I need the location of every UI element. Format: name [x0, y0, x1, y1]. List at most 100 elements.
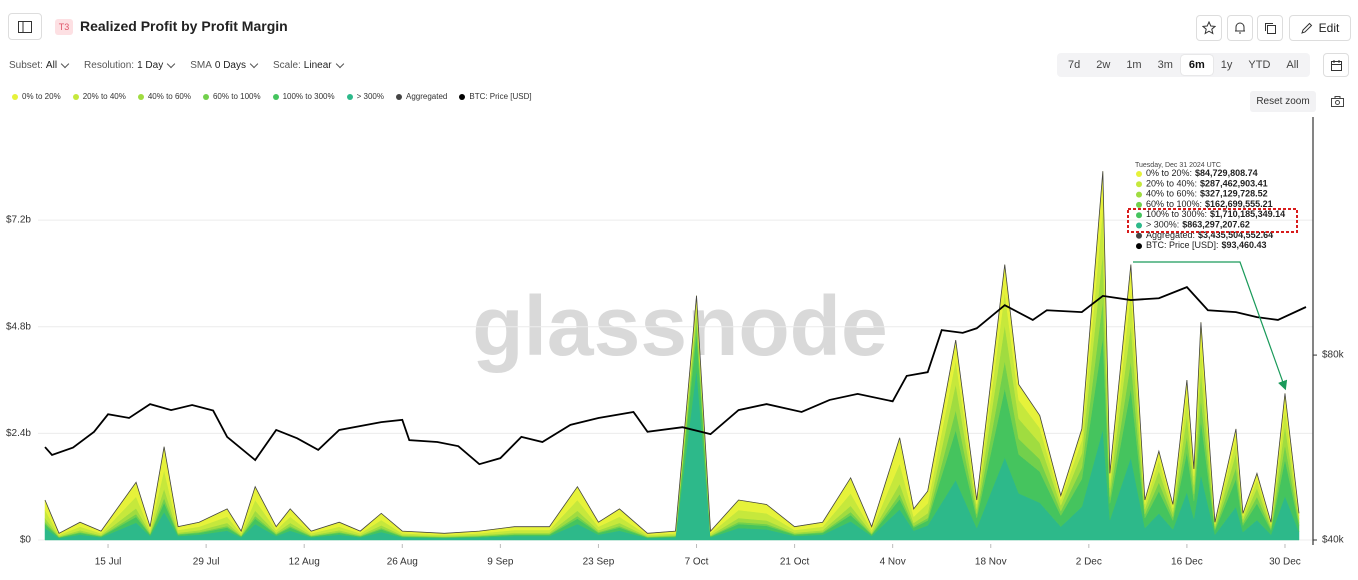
legend: 0% to 20% 20% to 40% 40% to 60% 60% to 100%… — [12, 92, 532, 101]
legend-item[interactable]: 40% to 60% — [137, 92, 191, 101]
tooltip-value: $1,710,185,349.14 — [1210, 210, 1285, 220]
x-tick-label: 16 Dec — [1171, 557, 1203, 568]
dropdown[interactable]: Scale: Linear — [273, 59, 345, 71]
legend-dot — [272, 93, 279, 100]
chevron-icon — [166, 59, 176, 69]
tooltip-name: 0% to 20%: — [1146, 168, 1192, 178]
tooltip-row: 60% to 100%: $162,699,555.21 — [1146, 199, 1273, 209]
tooltip-row: Aggregated: $3,435,504,552.64 — [1146, 230, 1273, 240]
price-line — [44, 286, 1307, 466]
legend-label: BTC: Price [USD] — [469, 92, 532, 101]
tooltip-row: 100% to 300%: $1,710,185,349.14 — [1146, 210, 1285, 220]
chevron-icon — [335, 59, 344, 69]
copy-icon — [1265, 23, 1276, 34]
legend-item[interactable]: 60% to 100% — [202, 92, 261, 101]
y-tick-label: $4.8b — [6, 321, 31, 332]
range-button[interactable]: 7d — [1068, 59, 1081, 71]
x-tick-label: 18 Nov — [975, 557, 1007, 568]
tooltip-name: 40% to 60%: — [1146, 189, 1197, 199]
tooltip-dot — [1136, 232, 1142, 239]
aggregate-line — [44, 171, 1300, 534]
tooltip-dot — [1136, 212, 1142, 219]
pencil-icon — [1300, 22, 1312, 34]
highlight-box — [1127, 208, 1298, 233]
tooltip-row: 0% to 20%: $84,729,808.74 — [1146, 168, 1258, 178]
range-button[interactable]: 1m — [1126, 59, 1142, 71]
legend-item[interactable]: 0% to 20% — [12, 92, 61, 101]
tooltip-dot — [1136, 222, 1142, 229]
legend-dot — [202, 93, 209, 100]
tooltip-dot — [1136, 201, 1142, 208]
x-tick-label: 4 Nov — [880, 557, 906, 568]
x-tick-label: 9 Sep — [487, 557, 514, 568]
chevron-icon — [60, 59, 70, 69]
tooltip-value: $93,460.43 — [1222, 240, 1267, 250]
tooltip-name: 100% to 300%: — [1146, 210, 1207, 220]
calendar-icon — [1330, 59, 1342, 71]
range-button[interactable]: 6m — [1180, 55, 1213, 75]
dropdown-value: 0 Days — [214, 60, 246, 71]
y-tick-label: $0 — [20, 535, 32, 546]
y-tick-label: $7.2b — [6, 215, 31, 226]
x-tick-label: 15 Jul — [95, 557, 122, 568]
tooltip-title: Tuesday, Dec 31 2024 UTC — [1135, 162, 1221, 169]
x-tick-label: 23 Sep — [583, 557, 615, 568]
tooltip-row: 20% to 40%: $287,462,903.41 — [1146, 179, 1268, 189]
legend-item[interactable]: 100% to 300% — [272, 92, 335, 101]
dropdown[interactable]: Resolution: 1 Day — [84, 59, 176, 71]
x-tick-label: 7 Oct — [685, 557, 709, 568]
tooltip-dot — [1136, 181, 1142, 188]
screenshot-icon[interactable] — [1331, 96, 1344, 107]
dropdown-label: Resolution: — [84, 60, 135, 71]
dropdown-value: Linear — [303, 60, 332, 71]
dropdown-value: All — [45, 60, 58, 71]
y2-tick-label: $40k — [1322, 535, 1345, 546]
legend-item[interactable]: Aggregated — [395, 92, 447, 101]
dropdown-label: SMA — [190, 60, 212, 71]
badge: T3 — [55, 19, 73, 35]
range-button[interactable]: YTD — [1248, 59, 1271, 71]
annotation-arrow — [1133, 261, 1288, 391]
dropdown[interactable]: SMA 0 Days — [190, 59, 259, 71]
tooltip-row: > 300%: $863,297,207.62 — [1146, 220, 1250, 230]
tooltip-name: 20% to 40%: — [1146, 179, 1197, 189]
tooltip-name: BTC: Price [USD]: — [1146, 240, 1219, 250]
range-button[interactable]: 2w — [1096, 59, 1111, 71]
sidebar-toggle[interactable] — [8, 13, 42, 40]
dropdown-value: 1 Day — [137, 60, 164, 71]
tooltip-dot — [1136, 243, 1142, 250]
legend-item[interactable]: 20% to 40% — [72, 92, 126, 101]
range-button[interactable]: All — [1286, 59, 1299, 71]
tooltip-value: $162,699,555.21 — [1205, 199, 1273, 209]
edit-button[interactable]: Edit — [1289, 15, 1351, 41]
x-tick-label: 29 Jul — [193, 557, 220, 568]
tooltip-value: $3,435,504,552.64 — [1198, 230, 1273, 240]
tooltip-name: 60% to 100%: — [1146, 199, 1202, 209]
alert-button[interactable] — [1227, 15, 1253, 41]
tooltip-value: $84,729,808.74 — [1195, 168, 1258, 178]
y2-tick-label: $80k — [1322, 350, 1345, 361]
legend-label: > 300% — [356, 92, 384, 101]
range-button[interactable]: 3m — [1157, 59, 1173, 71]
legend-dot — [459, 93, 466, 100]
y-tick-label: $2.4b — [6, 428, 31, 439]
reset-zoom-button[interactable]: Reset zoom — [1250, 91, 1316, 112]
range-button[interactable]: 1y — [1220, 59, 1233, 71]
legend-item[interactable]: > 300% — [346, 92, 384, 101]
star-icon — [1202, 21, 1216, 35]
legend-label: 40% to 60% — [147, 92, 191, 101]
tooltip-dot — [1136, 171, 1142, 177]
favorite-button[interactable] — [1196, 15, 1222, 41]
legend-dot — [395, 93, 402, 100]
legend-dot — [346, 93, 353, 100]
dropdown[interactable]: Subset: All — [9, 59, 70, 71]
tooltip-row: BTC: Price [USD]: $93,460.43 — [1146, 240, 1267, 250]
tooltip-name: Aggregated: — [1146, 230, 1195, 240]
chevron-icon — [249, 59, 259, 69]
calendar-button[interactable] — [1323, 53, 1349, 77]
copy-button[interactable] — [1257, 15, 1283, 41]
legend-item[interactable]: BTC: Price [USD] — [459, 92, 532, 101]
legend-dot — [137, 93, 144, 100]
